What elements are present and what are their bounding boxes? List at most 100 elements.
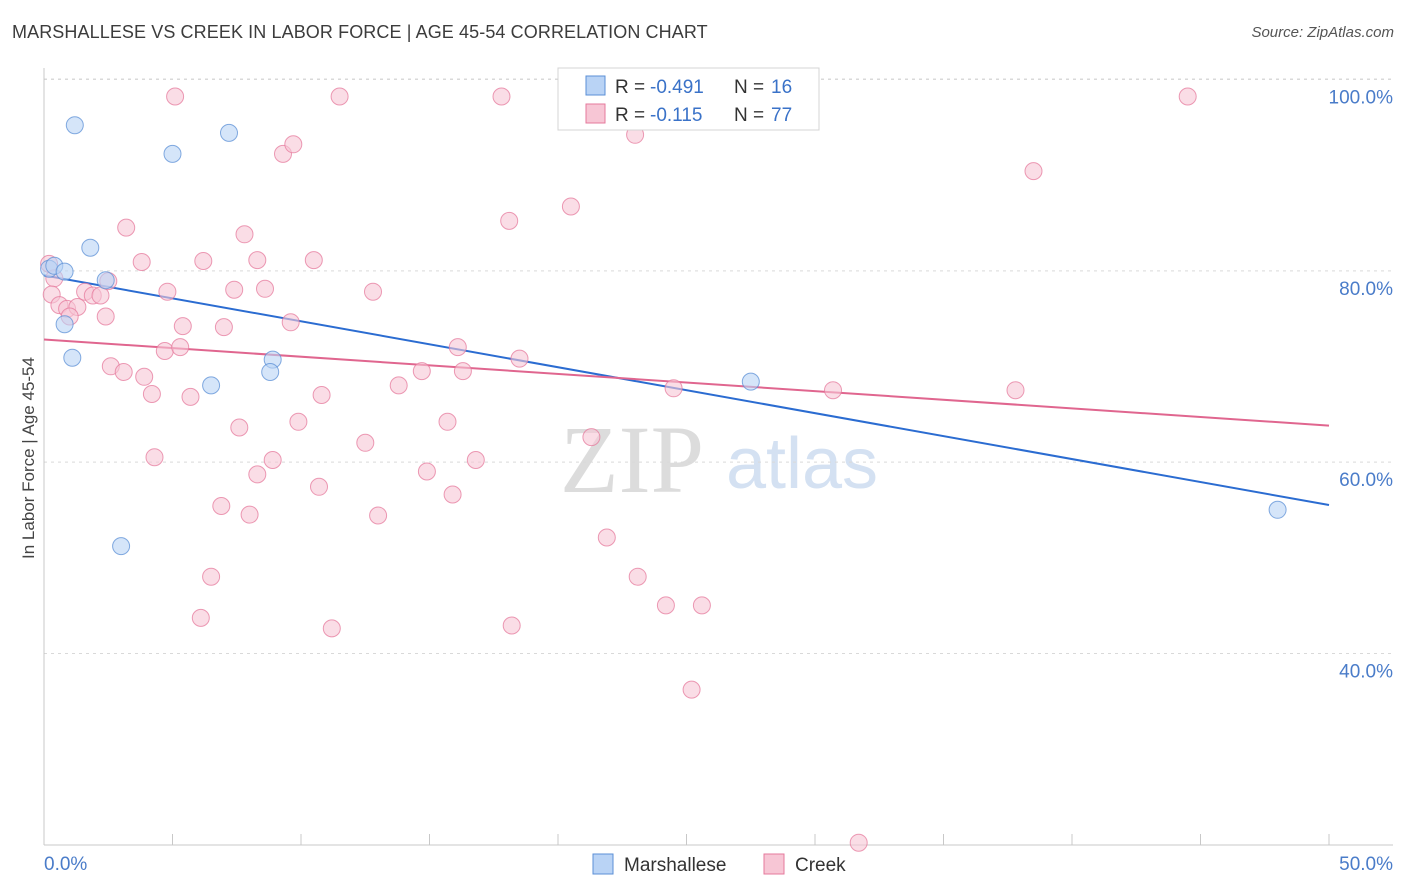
creek-point bbox=[142, 385, 161, 403]
creek-point bbox=[824, 381, 842, 400]
y-tick-label: 60.0% bbox=[1339, 470, 1393, 491]
marshallese-point bbox=[202, 376, 221, 395]
creek-point bbox=[466, 451, 485, 469]
creek-point bbox=[561, 197, 580, 216]
creek-point bbox=[1178, 87, 1197, 106]
watermark-atlas: atlas bbox=[726, 424, 878, 504]
y-axis-label: In Labor Force | Age 45-54 bbox=[19, 357, 38, 559]
legend-swatch-marshallese bbox=[585, 75, 606, 96]
creek-point bbox=[117, 218, 136, 237]
creek-point bbox=[438, 412, 457, 431]
creek-point bbox=[135, 367, 154, 386]
marshallese-point bbox=[163, 144, 182, 163]
creek-point bbox=[412, 362, 431, 381]
creek-point bbox=[230, 418, 249, 437]
marshallese-point bbox=[112, 537, 131, 556]
creek-point bbox=[500, 211, 519, 230]
creek-point bbox=[214, 318, 233, 337]
creek-point bbox=[158, 282, 177, 301]
creek-point bbox=[582, 428, 601, 447]
creek-point bbox=[849, 833, 868, 852]
chart-title: MARSHALLESE VS CREEK IN LABOR FORCE | AG… bbox=[12, 22, 708, 42]
marshallese-point bbox=[220, 123, 238, 142]
marshallese-point bbox=[55, 262, 74, 281]
creek-point bbox=[330, 87, 349, 106]
creek-point bbox=[692, 596, 711, 615]
creek-trend-line bbox=[43, 338, 1330, 427]
legend-n-value: 16 bbox=[771, 77, 792, 98]
creek-point bbox=[322, 619, 341, 638]
legend-r-label: R = bbox=[615, 77, 645, 98]
creek-point bbox=[212, 497, 231, 515]
creek-point bbox=[1006, 381, 1025, 400]
y-tick-labels: 100.0% 80.0% 60.0% 40.0% bbox=[1329, 88, 1394, 683]
legend-r-label: R = bbox=[615, 105, 645, 126]
creek-point bbox=[453, 362, 472, 381]
creek-point bbox=[417, 462, 436, 481]
legend-n-label: N = bbox=[734, 105, 764, 126]
source-label: Source: ZipAtlas.com bbox=[1251, 24, 1394, 41]
legend-n-label: N = bbox=[734, 77, 764, 98]
y-tick-label: 80.0% bbox=[1339, 279, 1393, 300]
creek-point bbox=[155, 342, 174, 360]
marshallese-point bbox=[55, 315, 74, 334]
creek-point bbox=[1024, 162, 1043, 181]
x-ticks bbox=[172, 834, 1330, 845]
creek-point bbox=[173, 317, 192, 336]
y-tick-label: 100.0% bbox=[1329, 88, 1394, 109]
watermark-zip: ZIP bbox=[560, 406, 704, 513]
creek-point bbox=[248, 251, 267, 270]
creek-point bbox=[492, 87, 511, 106]
x-tick-labels: 0.0% 50.0% bbox=[44, 854, 1393, 875]
x-tick-label: 50.0% bbox=[1339, 854, 1393, 875]
creek-point bbox=[364, 282, 382, 301]
bottom-legend-swatch-creek bbox=[763, 853, 785, 875]
creek-point bbox=[181, 387, 200, 406]
creek-point bbox=[628, 567, 647, 586]
marshallese-point bbox=[96, 271, 115, 290]
legend-r-value: -0.491 bbox=[650, 77, 704, 98]
stats-legend: R = -0.491 N = 16 R = -0.115 N = 77 bbox=[557, 67, 820, 131]
creek-point bbox=[281, 313, 300, 332]
creek-point bbox=[194, 252, 213, 270]
creek-point bbox=[448, 338, 467, 357]
legend-n-value: 77 bbox=[771, 105, 792, 126]
marshallese-point bbox=[261, 363, 280, 381]
creek-point bbox=[202, 567, 221, 586]
marshallese-point bbox=[63, 348, 82, 367]
bottom-legend-marshallese: Marshallese bbox=[624, 855, 726, 876]
legend-swatch-creek bbox=[585, 103, 606, 124]
creek-point bbox=[145, 448, 164, 467]
creek-point bbox=[240, 505, 259, 524]
bottom-legend: Marshallese Creek bbox=[592, 853, 846, 876]
y-tick-label: 40.0% bbox=[1339, 662, 1393, 683]
creek-point bbox=[664, 379, 683, 398]
marshallese-point bbox=[741, 372, 760, 391]
creek-point bbox=[389, 376, 408, 395]
bottom-legend-swatch-marshallese bbox=[592, 853, 614, 875]
marshallese-trend-line bbox=[43, 274, 1330, 506]
trend-lines bbox=[43, 274, 1330, 506]
creek-point bbox=[263, 451, 282, 469]
creek-point bbox=[502, 616, 521, 635]
creek-point bbox=[96, 307, 115, 326]
creek-point bbox=[304, 251, 323, 270]
creek-point bbox=[171, 338, 190, 357]
creek-point bbox=[284, 135, 303, 154]
creek-point bbox=[510, 349, 529, 368]
creek-point bbox=[289, 412, 308, 431]
axes bbox=[43, 68, 1393, 846]
creek-point bbox=[656, 596, 675, 615]
bottom-legend-creek: Creek bbox=[795, 855, 846, 876]
creek-point bbox=[369, 506, 388, 525]
legend-r-value: -0.115 bbox=[650, 105, 702, 126]
creek-point bbox=[312, 386, 331, 404]
creek-point bbox=[310, 477, 328, 496]
creek-point bbox=[225, 280, 244, 299]
creek-point bbox=[356, 433, 375, 452]
marshallese-point bbox=[81, 238, 100, 257]
creek-point bbox=[248, 465, 267, 484]
creek-point bbox=[114, 363, 133, 381]
marshallese-point bbox=[1268, 500, 1287, 519]
